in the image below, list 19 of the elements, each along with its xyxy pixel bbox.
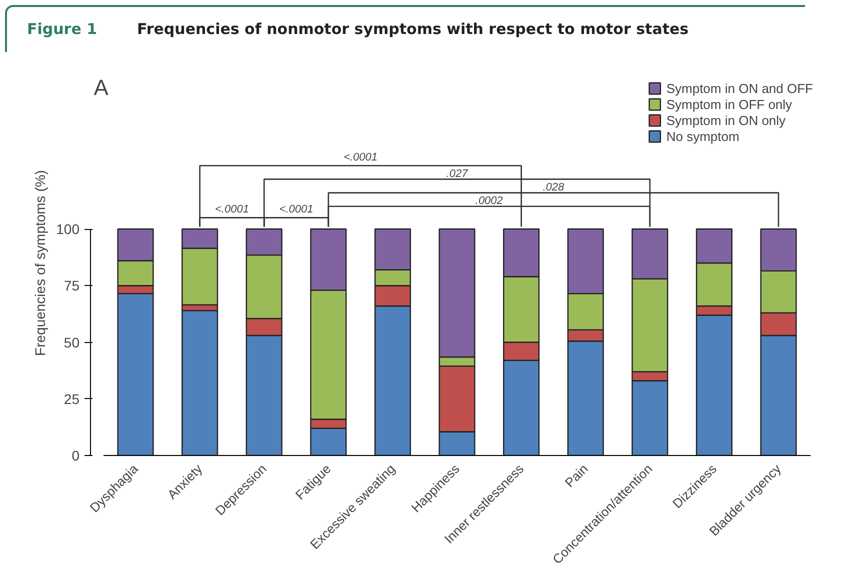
text: <.0001: [214, 203, 249, 216]
legend-label: Symptom in ON and OFF: [666, 80, 813, 96]
y-tick-label: 100: [56, 221, 80, 238]
text: A: [94, 75, 109, 100]
caption: Figure 1: [27, 19, 98, 40]
text: .027: [446, 168, 469, 180]
y-tick-label: 25: [64, 390, 80, 407]
text: .0002: [475, 195, 503, 208]
legend-label: Symptom in ON only: [666, 112, 786, 128]
legend-label: No symptom: [666, 128, 740, 144]
y-tick-label: 75: [64, 278, 80, 294]
text: <.0001: [279, 203, 314, 216]
y-tick-label: 50: [64, 334, 80, 350]
text: <.0001: [344, 151, 378, 164]
y-axis-title: Frequencies of symptoms (%): [32, 170, 48, 356]
legend-label: Symptom in OFF only: [666, 96, 792, 112]
text: .028: [542, 182, 566, 194]
chart-title: Frequencies of nonmotor symptoms with respect to motor states: [137, 19, 689, 40]
y-tick-label: 0: [72, 448, 80, 464]
